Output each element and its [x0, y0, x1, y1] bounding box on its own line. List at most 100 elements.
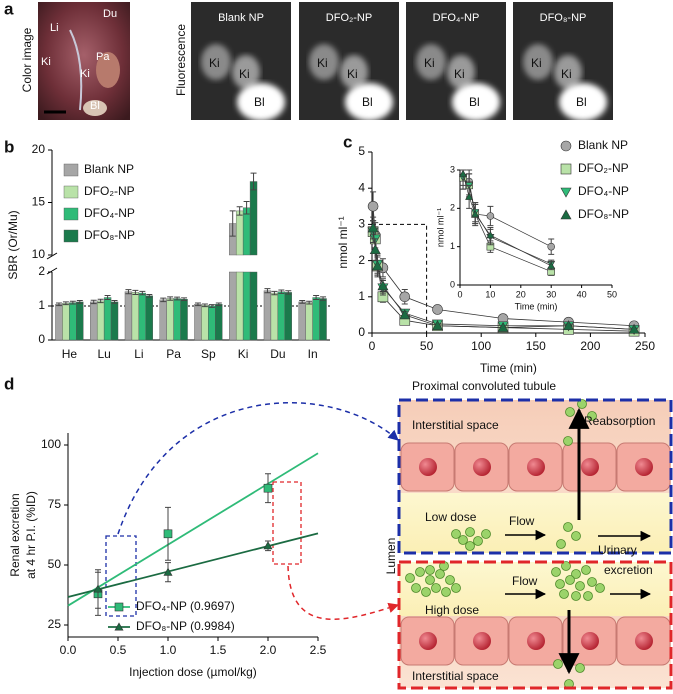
y-axis-label: Renal excretion — [8, 493, 22, 576]
y-axis-label: at 4 hr P.I. (%ID) — [24, 491, 38, 579]
bar — [270, 292, 279, 341]
error-bar — [139, 290, 146, 296]
error-bar — [201, 303, 208, 308]
organ-label: Ki — [239, 67, 250, 81]
marker — [486, 231, 495, 239]
x-tick-label: 10 — [485, 289, 495, 299]
x-tick-label: 2.0 — [260, 643, 277, 657]
bar — [298, 301, 306, 341]
fit-line — [67, 452, 319, 607]
particle — [581, 565, 591, 575]
highlight-box — [105, 535, 137, 617]
organ-label: Ki — [317, 56, 328, 70]
image-title: DFO₄-NP — [433, 12, 480, 24]
image-title: DFO₂-NP — [326, 12, 372, 24]
x-tick-label: 40 — [577, 289, 587, 299]
y-axis-label: nmol ml⁻¹ — [336, 216, 350, 268]
error-bar — [306, 300, 313, 305]
y-tick-label: 75 — [48, 497, 62, 511]
particle — [556, 539, 566, 549]
organ-label: Ki — [531, 56, 542, 70]
bar — [103, 297, 112, 341]
particle — [583, 591, 593, 601]
marker — [628, 323, 640, 334]
particle — [451, 529, 461, 539]
legend-label: DFO₈-NP (0.9984) — [136, 619, 235, 633]
x-tick-label: Sp — [201, 347, 216, 361]
particle — [587, 577, 597, 587]
legend-swatch — [63, 163, 79, 177]
bar — [138, 292, 147, 341]
x-tick-label: 250 — [635, 339, 655, 353]
glow — [559, 83, 607, 121]
image-title: Blank NP — [218, 12, 264, 24]
y-tick-label: 0 — [38, 332, 45, 346]
marker — [471, 209, 480, 218]
bar — [305, 302, 313, 341]
particle — [445, 575, 455, 585]
y-tick-label: 2 — [38, 264, 45, 278]
glow — [523, 44, 553, 80]
legend-swatch — [63, 207, 79, 221]
glow — [345, 83, 393, 121]
label: excretion — [604, 563, 653, 577]
bar — [249, 181, 258, 256]
particle — [441, 587, 451, 597]
particle — [405, 573, 415, 583]
image-title: DFO₈-NP — [540, 12, 587, 24]
y-tick-label: 10 — [32, 247, 46, 261]
error-bar — [320, 296, 327, 301]
bar — [76, 301, 84, 341]
x-tick-label: 2.5 — [310, 643, 327, 657]
fluorescence-images: Blank NP Ki Ki Bl DFO₂-NP Ki Ki Bl DFO₄-NP Ki Ki Bl… — [191, 2, 613, 121]
error-bar — [215, 302, 222, 307]
particle — [563, 522, 573, 532]
bar — [312, 297, 320, 341]
y-tick-label: 2 — [358, 253, 365, 267]
x-axis-label: Time (min) — [480, 361, 537, 375]
error-bar — [229, 210, 236, 237]
panel-label: d — [4, 374, 14, 393]
particle — [559, 589, 569, 599]
glow — [447, 55, 475, 89]
legend-label: DFO₂-NP — [578, 161, 629, 175]
error-bar — [167, 296, 174, 301]
error-bar — [264, 288, 271, 294]
legend-label: DFO₈-NP — [84, 228, 135, 242]
particle — [465, 541, 475, 551]
organ-label: Bl — [90, 100, 100, 112]
nucleus — [419, 458, 437, 476]
x-tick-label: Lu — [97, 347, 110, 361]
error-bar — [278, 289, 285, 294]
marker — [486, 212, 495, 220]
particle — [555, 579, 565, 589]
marker — [563, 320, 575, 331]
bar — [242, 271, 251, 341]
fit-line — [67, 532, 319, 598]
marker — [459, 169, 468, 177]
diagram-title: Proximal convoluted tubule — [412, 379, 556, 393]
organ-label: Ki — [454, 67, 465, 81]
particle — [571, 591, 581, 601]
error-bar — [76, 300, 83, 304]
y-tick-label: 100 — [41, 437, 61, 451]
error-bar — [181, 297, 188, 302]
x-tick-label: 50 — [607, 289, 617, 299]
marker — [369, 244, 381, 255]
glow — [554, 55, 582, 89]
y-tick-label: 25 — [48, 617, 62, 631]
glow — [452, 83, 500, 121]
marker — [93, 584, 103, 593]
error-bar — [271, 290, 278, 296]
bar — [194, 304, 202, 341]
organ-label: Ki — [80, 68, 90, 80]
nucleus — [581, 632, 599, 650]
x-tick-label: 200 — [580, 339, 600, 353]
bar — [229, 271, 237, 341]
particle — [458, 535, 468, 545]
nucleus — [527, 632, 545, 650]
marker — [367, 201, 379, 212]
nucleus — [473, 458, 491, 476]
bar — [173, 298, 181, 341]
error-bar — [111, 300, 118, 304]
